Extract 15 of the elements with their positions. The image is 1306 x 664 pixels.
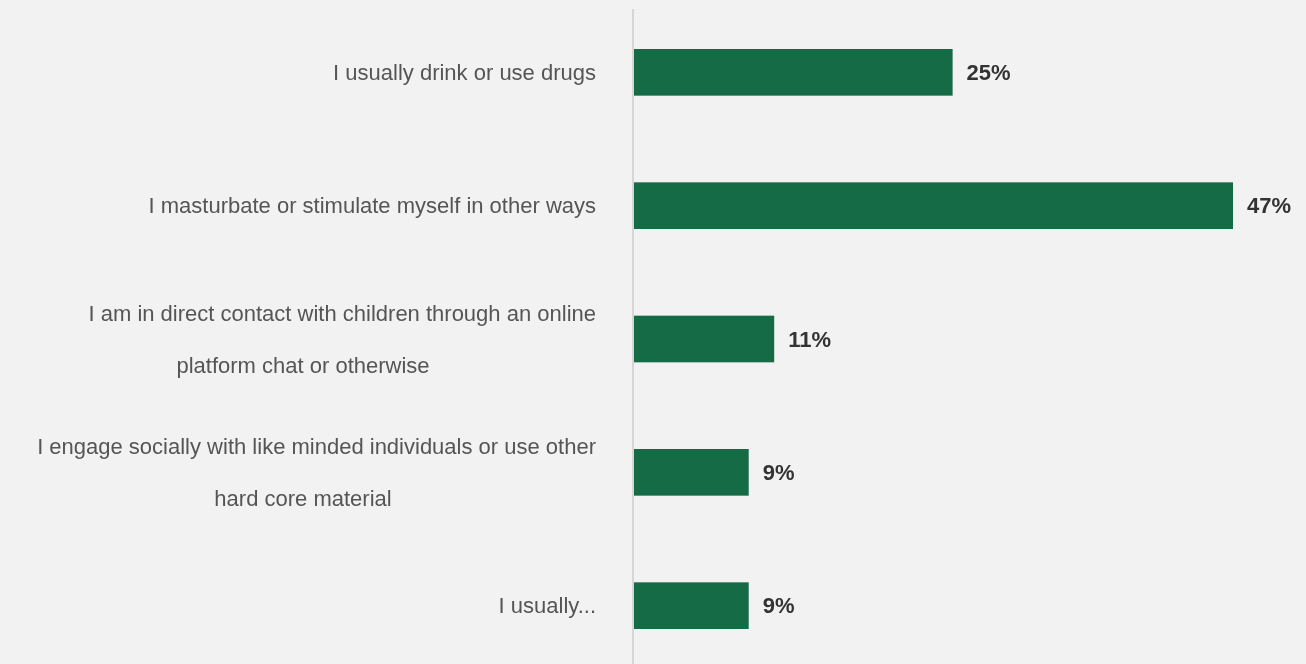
data-label: 9% <box>762 460 795 486</box>
y-tick-label: I usually... <box>498 593 596 619</box>
category-label: I engage socially with like minded individuals or use other hard core material <box>37 434 596 512</box>
data-label: 11% <box>788 326 832 352</box>
category-label: I am in direct contact with children through an online platform chat or otherwise <box>88 300 596 378</box>
bar <box>634 182 1233 229</box>
data-label: 9% <box>762 593 795 619</box>
y-tick-label: I usually drink or use drugs <box>333 60 596 86</box>
bar <box>634 49 953 96</box>
data-label: 47% <box>1247 193 1292 219</box>
data-label: 25% <box>966 60 1011 86</box>
y-tick-label: I masturbate or stimulate myself in other ways <box>148 193 596 219</box>
bar <box>634 582 749 629</box>
bar <box>634 449 749 496</box>
bar <box>634 315 775 363</box>
